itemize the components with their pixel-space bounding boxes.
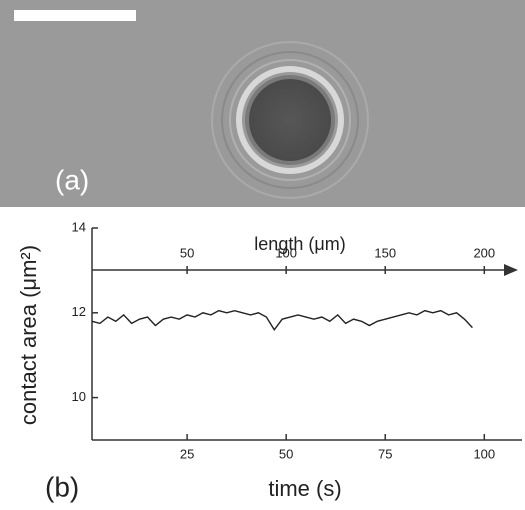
micrograph: (a)	[0, 0, 525, 207]
ring	[229, 59, 351, 181]
x2-axis-arrow	[504, 264, 518, 276]
x2-tick-label: 100	[275, 245, 297, 260]
x2-tick-label: 200	[473, 245, 495, 260]
x-tick-label: 75	[378, 446, 392, 461]
contact-disk	[249, 79, 331, 161]
x-tick-label: 50	[279, 446, 293, 461]
data-line	[91, 309, 473, 331]
x-tick-label: 25	[180, 446, 194, 461]
y-tick-label: 14	[72, 219, 86, 234]
x2-tick-label: 50	[180, 245, 194, 260]
y-tick-label: 12	[72, 304, 86, 319]
x-axis-label: time (s)	[268, 476, 341, 501]
ring	[211, 41, 369, 199]
y-tick-label: 10	[72, 389, 86, 404]
x2-axis-label: length (μm)	[254, 234, 345, 254]
y-axis-label: contact area (μm²)	[16, 245, 41, 425]
x-tick-label: 100	[473, 446, 495, 461]
scale-bar	[14, 10, 136, 21]
ring	[221, 51, 359, 189]
panel-label: (a)	[55, 164, 89, 195]
ring	[236, 66, 344, 174]
x2-tick-label: 150	[374, 245, 396, 260]
panel-label: (b)	[45, 471, 79, 502]
